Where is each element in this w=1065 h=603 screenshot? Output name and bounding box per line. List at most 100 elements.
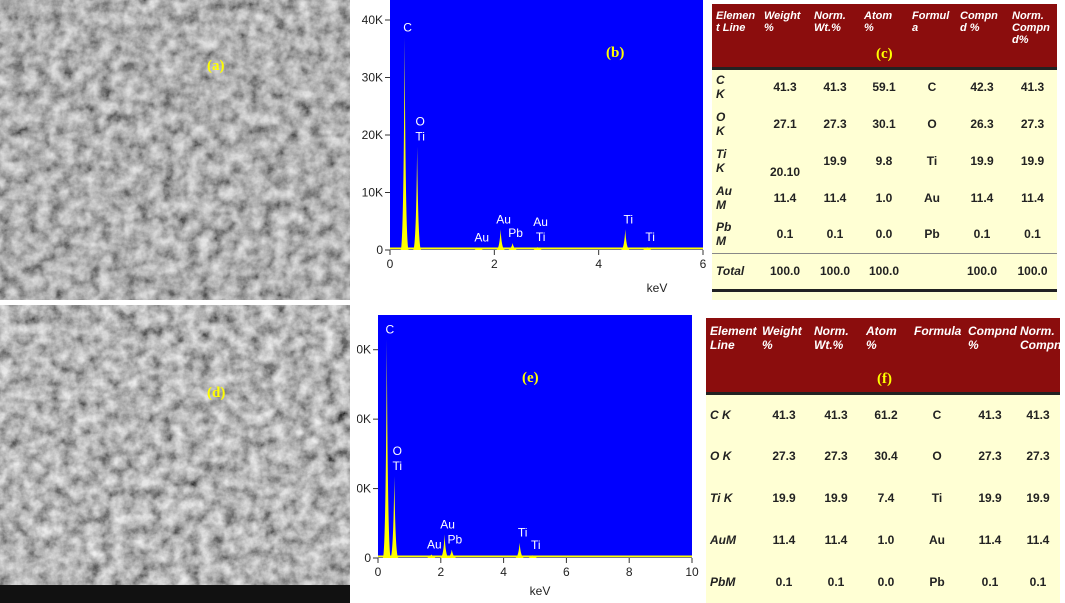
table-cell: Ti [931,491,943,505]
panel-label: (d) [207,385,226,401]
table-cell: 26.3 [970,116,994,131]
table-cell: Pb M [716,220,732,249]
peak-label: Au [496,212,511,226]
table-cell: O K [716,109,726,138]
peak [440,534,449,558]
table-cell: Ti [926,153,938,168]
table-cell: 30.4 [874,449,898,463]
table-cell: 41.3 [978,407,1002,422]
x-axis-label: keV [647,281,668,295]
panel-label: (b) [606,45,625,61]
peak-label: C [403,20,412,34]
table-cell: 27.3 [824,449,848,463]
peak-label: Ti [393,459,403,473]
table-cell: Au [929,533,945,547]
table-cell: 0.1 [775,575,793,589]
x-tick-label: 0 [375,565,382,579]
table-f: Element Line Weight % Norm. Wt.% Atom % Form… [706,318,1065,603]
peak [528,555,537,558]
header-row: Element Line Weight % Norm. Wt.% Atom % Form… [706,318,1065,393]
plot-area [390,0,703,250]
panel-label: (e) [522,370,539,386]
table-cell: 27.3 [1020,116,1045,131]
table-cell: 42.3 [970,80,994,95]
panel-label: (c) [876,46,893,62]
y-tick-label: 0 [364,551,371,565]
y-tick-label: 40K [362,13,383,27]
peak-label: Ti [415,130,425,144]
table-cell: 27.3 [1026,449,1050,463]
peak-label: Ti [623,212,633,226]
x-tick-label: 4 [595,257,602,271]
peak-label: O [415,115,424,129]
y-tick-label: 0 [376,243,383,257]
table-cell: Ti K [716,146,727,175]
table-cell: Pb [929,575,945,589]
table-row: O K 27.1 27.3 30.1 O 26.3 27.3 [712,105,1057,142]
peak [447,549,456,558]
peak-label: Au [533,215,548,229]
table-cell: 20.10 [769,165,801,179]
table-row: Total 100.0 100.0 100.0 100.0 100.0 [712,253,1057,290]
table-cell: 1.0 [875,190,893,205]
peak [643,247,652,250]
y-tick-label: 20K [357,412,371,426]
table-cell: 0.0 [877,575,895,589]
peak [496,229,505,250]
table-cell: 100.0 [769,264,801,278]
x-axis-label: keV [530,584,551,598]
table-cell: 11.4 [773,190,797,205]
peak-label: Ti [645,230,655,244]
table-cell: 100.0 [1017,264,1048,278]
table-cell: 11.4 [970,190,994,205]
panel-label: (f) [877,371,892,387]
table-cell: C [927,80,937,95]
column-header: Norm. Wt.% [810,318,862,393]
table-cell: 11.4 [978,533,1002,547]
peak-label: Pb [508,226,523,240]
column-header: Formula [910,318,964,393]
peak [474,247,483,250]
table-row: AuM 11.4 11.4 1.0 Au 11.4 11.4 [706,519,1060,561]
table-cell: Pb [924,227,940,242]
table-cell: 27.1 [773,116,797,131]
peak-label: Ti [518,526,528,540]
column-header: Element Line [706,318,758,393]
x-tick-label: 2 [437,565,444,579]
table-cell: 19.9 [824,491,848,505]
table-cell: 61.2 [874,407,898,422]
spectrum-e: 0246810010K20K30KkeVCOTiAuAuPbTiTi [357,315,699,598]
x-tick-label: 6 [700,257,707,271]
sem-images [0,0,350,603]
table-cell: O [932,449,942,463]
column-header: Atom % [862,318,910,393]
table-cell: 19.9 [1026,491,1050,505]
table-cell: 0.1 [1024,227,1041,242]
header-row: Element Line Weight % Norm. Wt.% Atom % Form… [712,4,1057,68]
peak [382,339,391,558]
peak [413,146,422,250]
table-cell: AuM [710,533,736,547]
table-row: Pb M 0.1 0.1 0.0 Pb 0.1 0.1 [712,216,1057,253]
table-row: C K 41.3 41.3 59.1 C 42.3 41.3 [712,68,1057,105]
x-tick-label: 0 [387,257,394,271]
table-cell: 0.1 [827,575,845,589]
table-row: O K 27.3 27.3 30.4 O 27.3 27.3 [706,435,1060,477]
table-cell: 41.3 [824,407,848,422]
table-cell: 27.3 [823,116,847,131]
table-cell: 27.3 [772,449,796,463]
table-cell: Ti K [710,491,733,505]
column-header: Formula [908,4,956,68]
peak-label: Ti [531,538,541,552]
table-cell: 0.1 [826,227,844,242]
y-tick-label: 30K [362,71,383,85]
panel-label: (a) [207,58,225,74]
table-row: C K 41.3 41.3 61.2 C 41.3 41.3 [706,393,1060,435]
table-cell: 7.4 [877,491,895,505]
peak [621,229,630,250]
table-cell: Au [924,190,940,205]
table-cell: 19.9 [772,491,796,505]
table-row: Ti K 19.9 19.9 7.4 Ti 19.9 19.9 [706,477,1060,519]
